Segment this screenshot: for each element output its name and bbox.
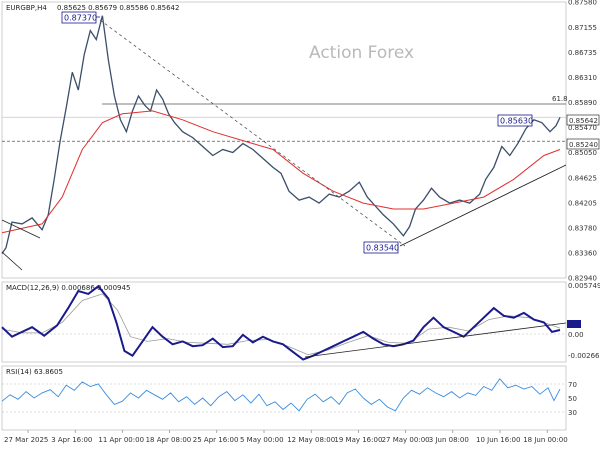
macd-value-tag (567, 320, 581, 328)
macd-tick-zero: 0.00 (568, 331, 584, 339)
price-tick-label: 0.85050 (568, 149, 597, 157)
time-tick-label: 25 Apr 16:00 (193, 436, 239, 444)
price-panel-frame (1, 1, 567, 279)
macd-title: MACD(12,26,9) 0.000686 0.000945 (6, 284, 130, 292)
support-price-label: 0.85240 (569, 141, 598, 149)
rsi-tick-50: 50 (568, 395, 577, 403)
price-tick-label: 0.83780 (568, 225, 597, 233)
ascending-trendline (399, 164, 567, 247)
price-tick-label: 0.86735 (568, 49, 597, 57)
price-tick-label: 0.84625 (568, 174, 597, 182)
price-tick-label: 0.86310 (568, 74, 597, 82)
time-tick-label: 18 Jun 00:00 (523, 436, 567, 444)
price-tick-label: 0.87155 (568, 24, 597, 32)
fib-level-label: 61.8 (552, 95, 568, 103)
time-tick-label: 3 Apr 16:00 (51, 436, 92, 444)
symbol-label: EURGBP,H4 (6, 4, 47, 12)
callout-low: 0.83540 (363, 241, 399, 254)
time-axis: 27 Mar 2025 3 Apr 16:00 11 Apr 00:00 18 Apr… (4, 430, 568, 444)
time-tick-label: 11 Apr 00:00 (98, 436, 144, 444)
price-series-line (1, 15, 561, 254)
left-channel-line-bottom (1, 251, 23, 271)
price-tick-label: 0.82940 (568, 275, 597, 283)
rsi-line (1, 378, 561, 412)
rsi-tick-30: 30 (568, 409, 577, 417)
left-channel-line-top (1, 219, 41, 239)
price-tick-label: 0.85890 (568, 99, 597, 107)
price-tick-label: 0.85470 (568, 124, 597, 132)
ohlc-values: 0.85625 0.85679 0.85586 0.85642 (57, 4, 179, 12)
current-price-label: 0.85642 (569, 117, 598, 125)
time-tick-label: 12 May 08:00 (287, 436, 335, 444)
callout-recent-high-label: 0.85630 (500, 117, 533, 126)
watermark: Action Forex (309, 43, 414, 63)
support-price-tag (566, 138, 600, 150)
price-tick-label: 0.87580 (568, 0, 597, 7)
macd-trendline (304, 322, 567, 358)
time-tick-label: 5 May 00:00 (240, 436, 284, 444)
price-tick-label: 0.84205 (568, 199, 597, 207)
rsi-tick-70: 70 (568, 381, 577, 389)
time-tick-label: 18 Apr 08:00 (146, 436, 192, 444)
time-tick-label: 27 May 00:00 (382, 436, 430, 444)
callout-recent-high: 0.85630 (497, 114, 533, 127)
macd-panel-frame (1, 281, 567, 363)
price-guides (2, 103, 566, 142)
time-tick-label: 19 May 16:00 (334, 436, 382, 444)
rsi-title: RSI(14) 63.8605 (6, 368, 63, 376)
price-axis: 0.87580 0.87155 0.86735 0.86310 0.85890 0.854… (568, 0, 597, 283)
time-tick-label: 3 Jun 08:00 (429, 436, 469, 444)
time-tick-label: 10 Jun 16:00 (476, 436, 520, 444)
price-tick-label: 0.83360 (568, 250, 597, 258)
macd-line (1, 284, 561, 361)
current-price-tag (566, 114, 600, 126)
macd-tick-top: 0.005749 (568, 282, 600, 290)
moving-average-line (1, 110, 561, 234)
callout-high: 0.87370 (61, 11, 100, 24)
rsi-panel-frame (1, 365, 567, 431)
callout-high-label: 0.87370 (64, 14, 97, 23)
callout-low-label: 0.83540 (366, 244, 399, 253)
time-tick-label: 27 Mar 2025 (4, 436, 48, 444)
macd-tick-bottom: -0.002663 (568, 352, 600, 360)
